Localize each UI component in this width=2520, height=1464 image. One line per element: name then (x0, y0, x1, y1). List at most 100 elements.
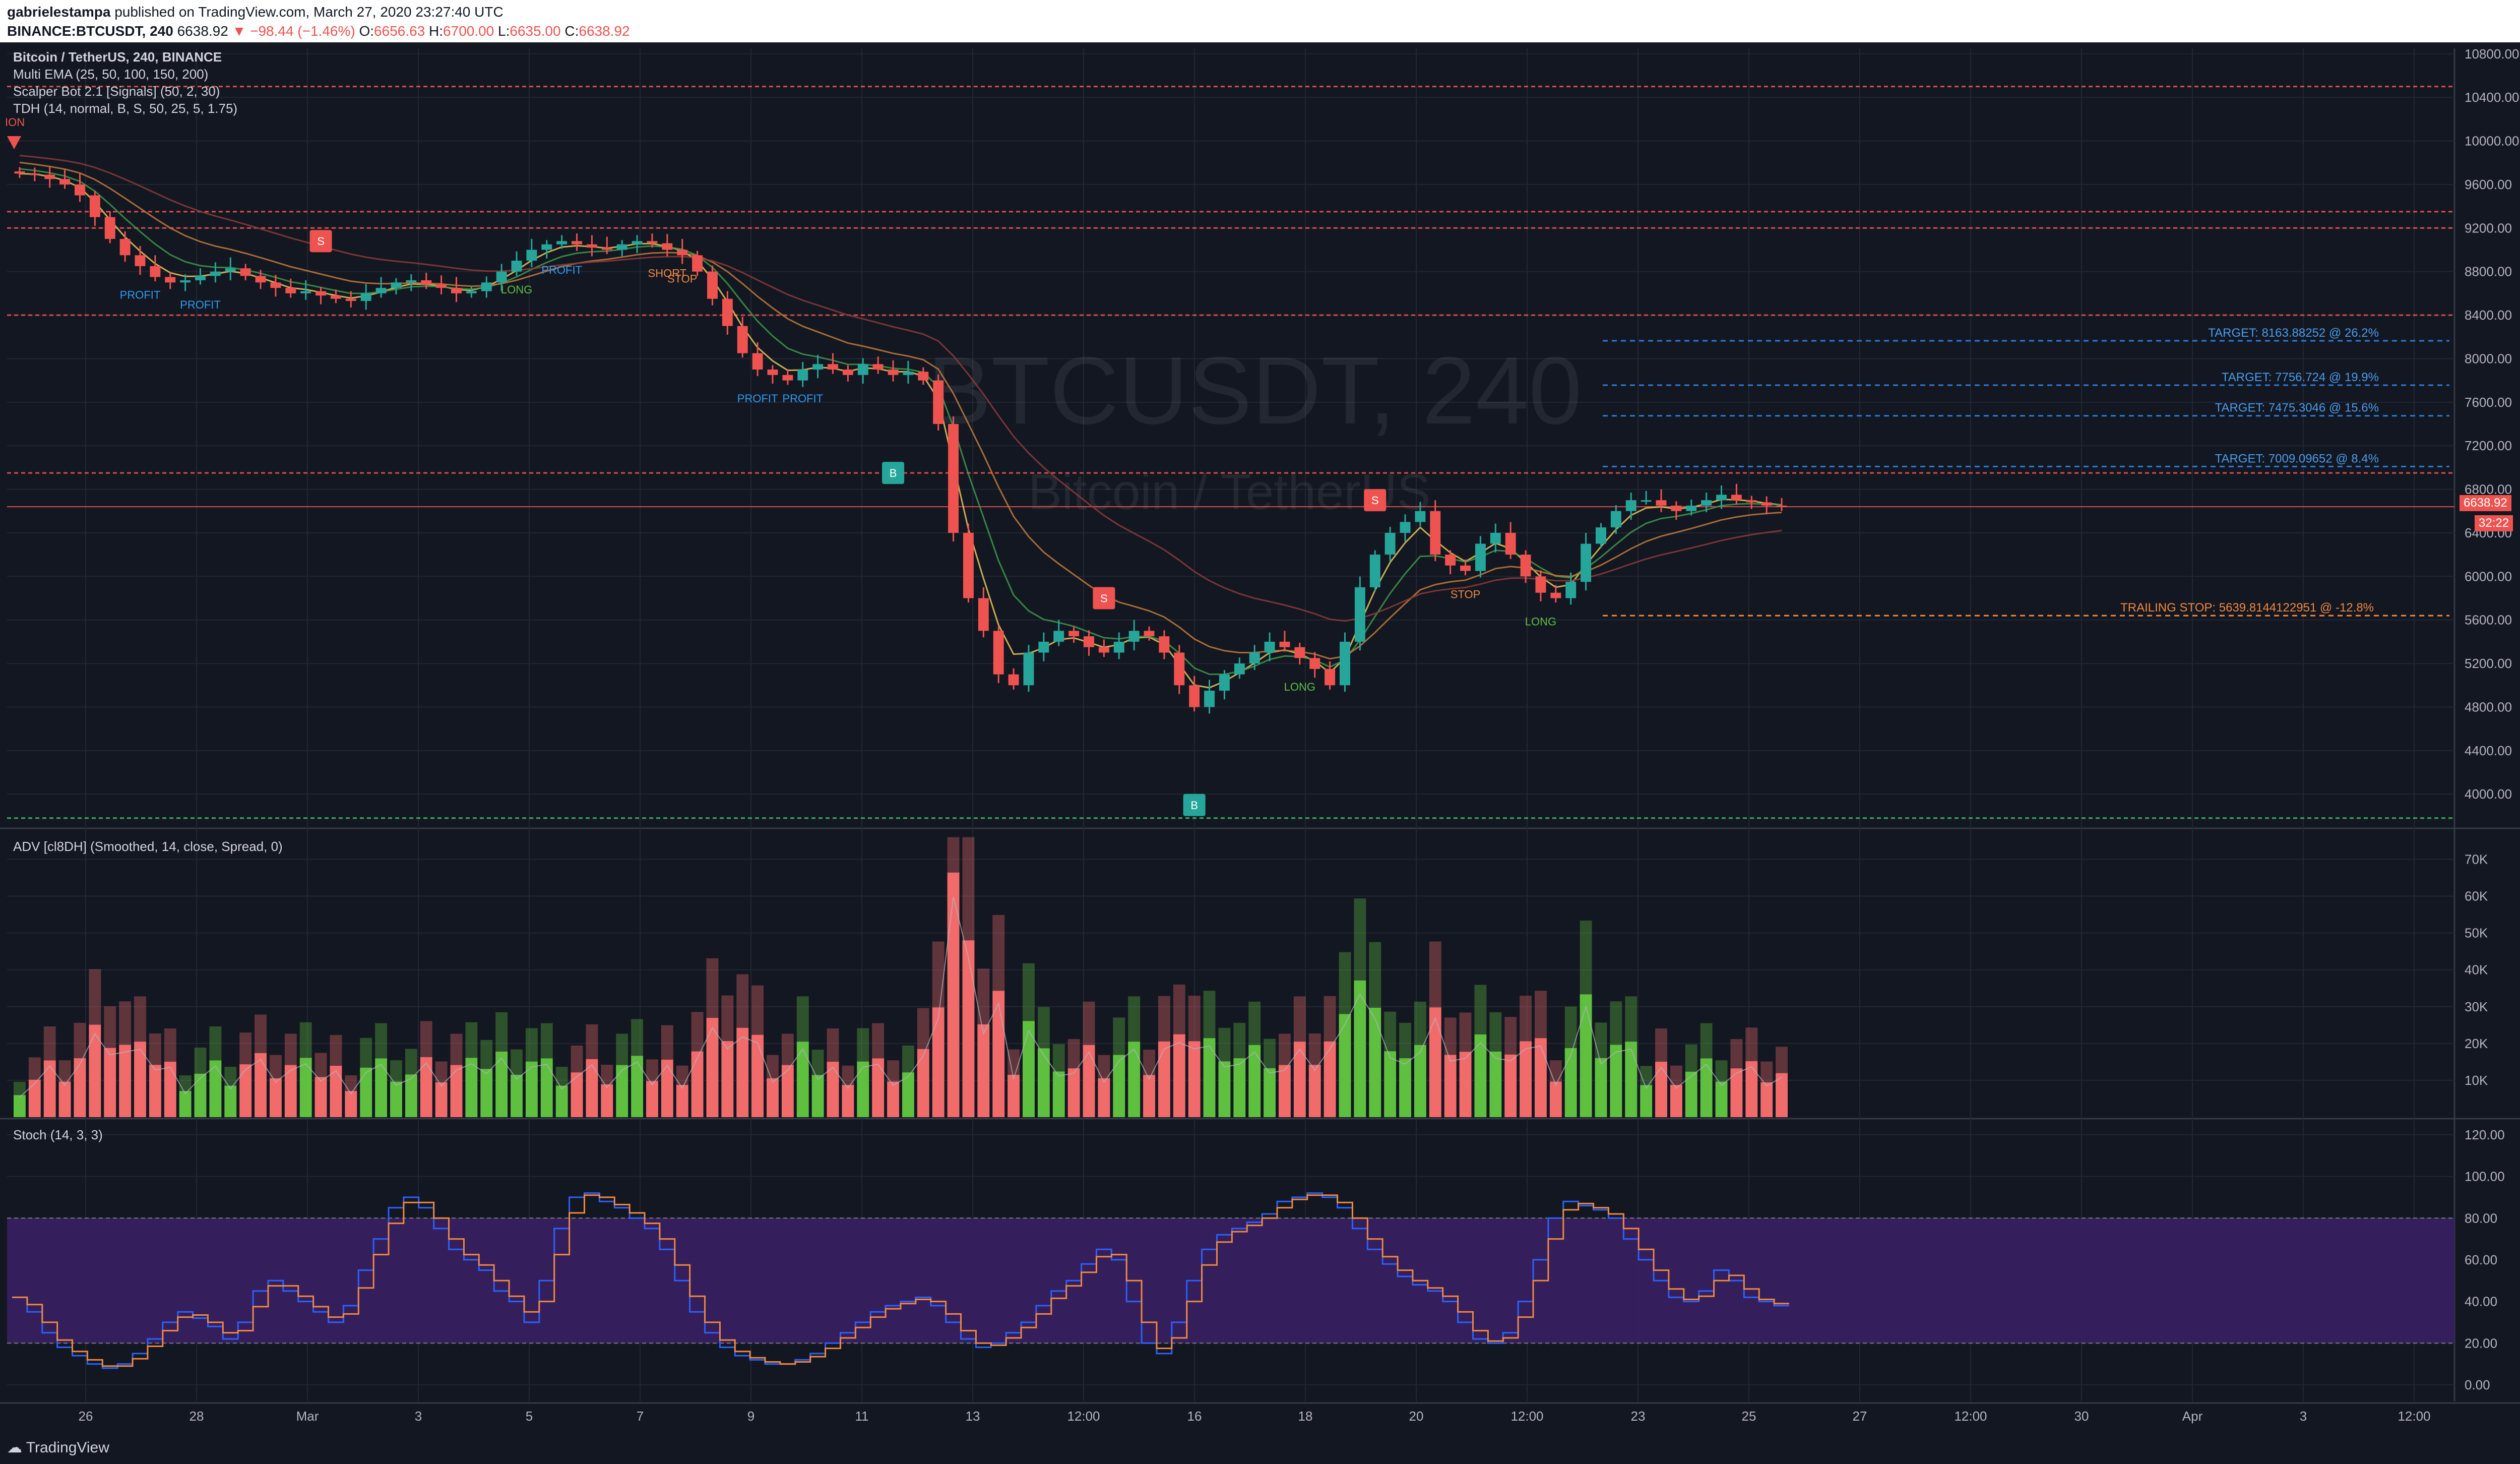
volume-bar-shadow (255, 1014, 267, 1053)
volume-bar (1429, 1007, 1441, 1117)
volume-bar-shadow (827, 1028, 839, 1062)
volume-bar (1023, 1021, 1035, 1117)
candle-body (1746, 500, 1757, 503)
open-label: O: (359, 23, 374, 39)
volume-tick-label: 70K (2465, 851, 2488, 867)
volume-bar-shadow (1052, 1044, 1065, 1072)
volume-bar-shadow (842, 1065, 854, 1085)
volume-bar-shadow (1067, 1039, 1080, 1069)
volume-bar (1580, 994, 1592, 1117)
volume-bar (224, 1085, 237, 1117)
signal-long-label: LONG (501, 283, 532, 296)
volume-bar (1007, 1074, 1020, 1117)
volume-bar (119, 1045, 132, 1117)
candle-body (195, 276, 206, 280)
candle-body (119, 238, 131, 256)
volume-bar (13, 1095, 26, 1117)
time-tick-label: 26 (79, 1409, 93, 1424)
volume-bar-shadow (962, 837, 975, 941)
volume-bar (1474, 1034, 1487, 1117)
signal-letter: B (890, 467, 897, 479)
volume-bar-shadow (932, 941, 944, 1008)
volume-bar (465, 1058, 478, 1117)
volume-tick-label: 50K (2465, 926, 2488, 941)
price-tick-label: 10000.00 (2465, 134, 2519, 149)
volume-bar (1083, 1045, 1095, 1117)
author-name[interactable]: gabrielestampa (7, 4, 111, 20)
close-value: 6638.92 (579, 23, 630, 39)
candle-body (963, 532, 974, 598)
volume-bar-shadow (1564, 1006, 1577, 1048)
signal-ion-label: ION (5, 116, 25, 129)
volume-bars (13, 837, 1788, 1117)
volume-bar-shadow (164, 1028, 176, 1062)
candle-body (1204, 691, 1215, 707)
countdown-tag: 32:22 (2475, 515, 2513, 531)
volume-bar-shadow (796, 996, 809, 1042)
legend-tdh[interactable]: TDH (14, normal, B, S, 50, 25, 5, 1.75) (13, 101, 238, 116)
volume-bar (1564, 1048, 1577, 1117)
tradingview-logo[interactable]: ☁ TradingView (7, 1439, 109, 1456)
volume-bar-shadow (1128, 996, 1141, 1042)
volume-bar (1444, 1055, 1457, 1117)
volume-bar (1414, 1045, 1426, 1117)
candle-body (828, 364, 838, 370)
legend-ema[interactable]: Multi EMA (25, 50, 100, 150, 200) (13, 67, 209, 82)
adv-indicator-title[interactable]: ADV [cl8DH] (Smoothed, 14, close, Spread… (13, 839, 283, 854)
volume-bar-shadow (1173, 984, 1185, 1034)
candle-body (647, 241, 658, 243)
candle-body (1776, 505, 1787, 507)
volume-bar-shadow (1369, 942, 1381, 1008)
legend-scalper[interactable]: Scalper Bot 2.1 [Signals] (50, 2, 30) (13, 84, 220, 99)
volume-bar (646, 1081, 658, 1117)
candle-body (1565, 582, 1577, 598)
candle-body (526, 250, 537, 261)
price-tick-label: 10800.00 (2465, 46, 2519, 62)
volume-bar (872, 1058, 885, 1117)
volume-bar (811, 1075, 824, 1117)
volume-bar (1308, 1065, 1321, 1117)
volume-bar-shadow (902, 1045, 914, 1073)
volume-bar-shadow (555, 1067, 568, 1086)
chart-canvas[interactable]: BTCUSDT, 240 Bitcoin / TetherUS TARGET: … (0, 42, 2520, 1432)
volume-bar (360, 1067, 372, 1117)
volume-bar (1640, 1085, 1653, 1117)
volume-bar (511, 1074, 523, 1117)
volume-bar-shadow (405, 1049, 417, 1075)
close-label: C: (564, 23, 579, 39)
candle-body (888, 370, 899, 375)
candle-body (1369, 555, 1380, 587)
candle-body (1174, 652, 1185, 686)
candle-body (360, 293, 371, 301)
volume-bar-shadow (992, 914, 1005, 991)
time-tick-label: 13 (966, 1409, 980, 1424)
volume-bar-shadow (1655, 1028, 1667, 1062)
high-value: 6700.00 (443, 23, 494, 39)
volume-bar (74, 1058, 86, 1117)
price-axis: 10800.00 10400.00 10000.00 9600.00 9200.00 88… (2465, 46, 2519, 1392)
volume-bar (1595, 1058, 1607, 1117)
time-tick-label: 28 (190, 1409, 204, 1424)
candle-body (1686, 505, 1697, 511)
volume-bar-shadow (1444, 1017, 1457, 1055)
price-tick-label: 7600.00 (2465, 395, 2512, 410)
price-tick-label: 5200.00 (2465, 656, 2512, 671)
volume-bar-shadow (1580, 921, 1592, 995)
volume-bar-shadow (1143, 1050, 1155, 1075)
candle-body (1596, 527, 1606, 544)
volume-bar (405, 1074, 417, 1117)
volume-bar-shadow (450, 1033, 463, 1065)
volume-bar-shadow (345, 1075, 357, 1091)
volume-bar (495, 1051, 508, 1117)
volume-bar (299, 1058, 312, 1117)
stoch-tick-label: 20.00 (2465, 1335, 2497, 1351)
stochastic-pane (7, 1192, 2454, 1369)
time-tick-label: Mar (296, 1409, 319, 1424)
volume-bar (58, 1081, 71, 1117)
volume-bar-shadow (1023, 963, 1035, 1021)
stoch-indicator-title[interactable]: Stoch (14, 3, 3) (13, 1127, 103, 1142)
volume-bar (1293, 1042, 1306, 1117)
candle-body (1701, 500, 1712, 506)
candle-body (1535, 576, 1546, 593)
